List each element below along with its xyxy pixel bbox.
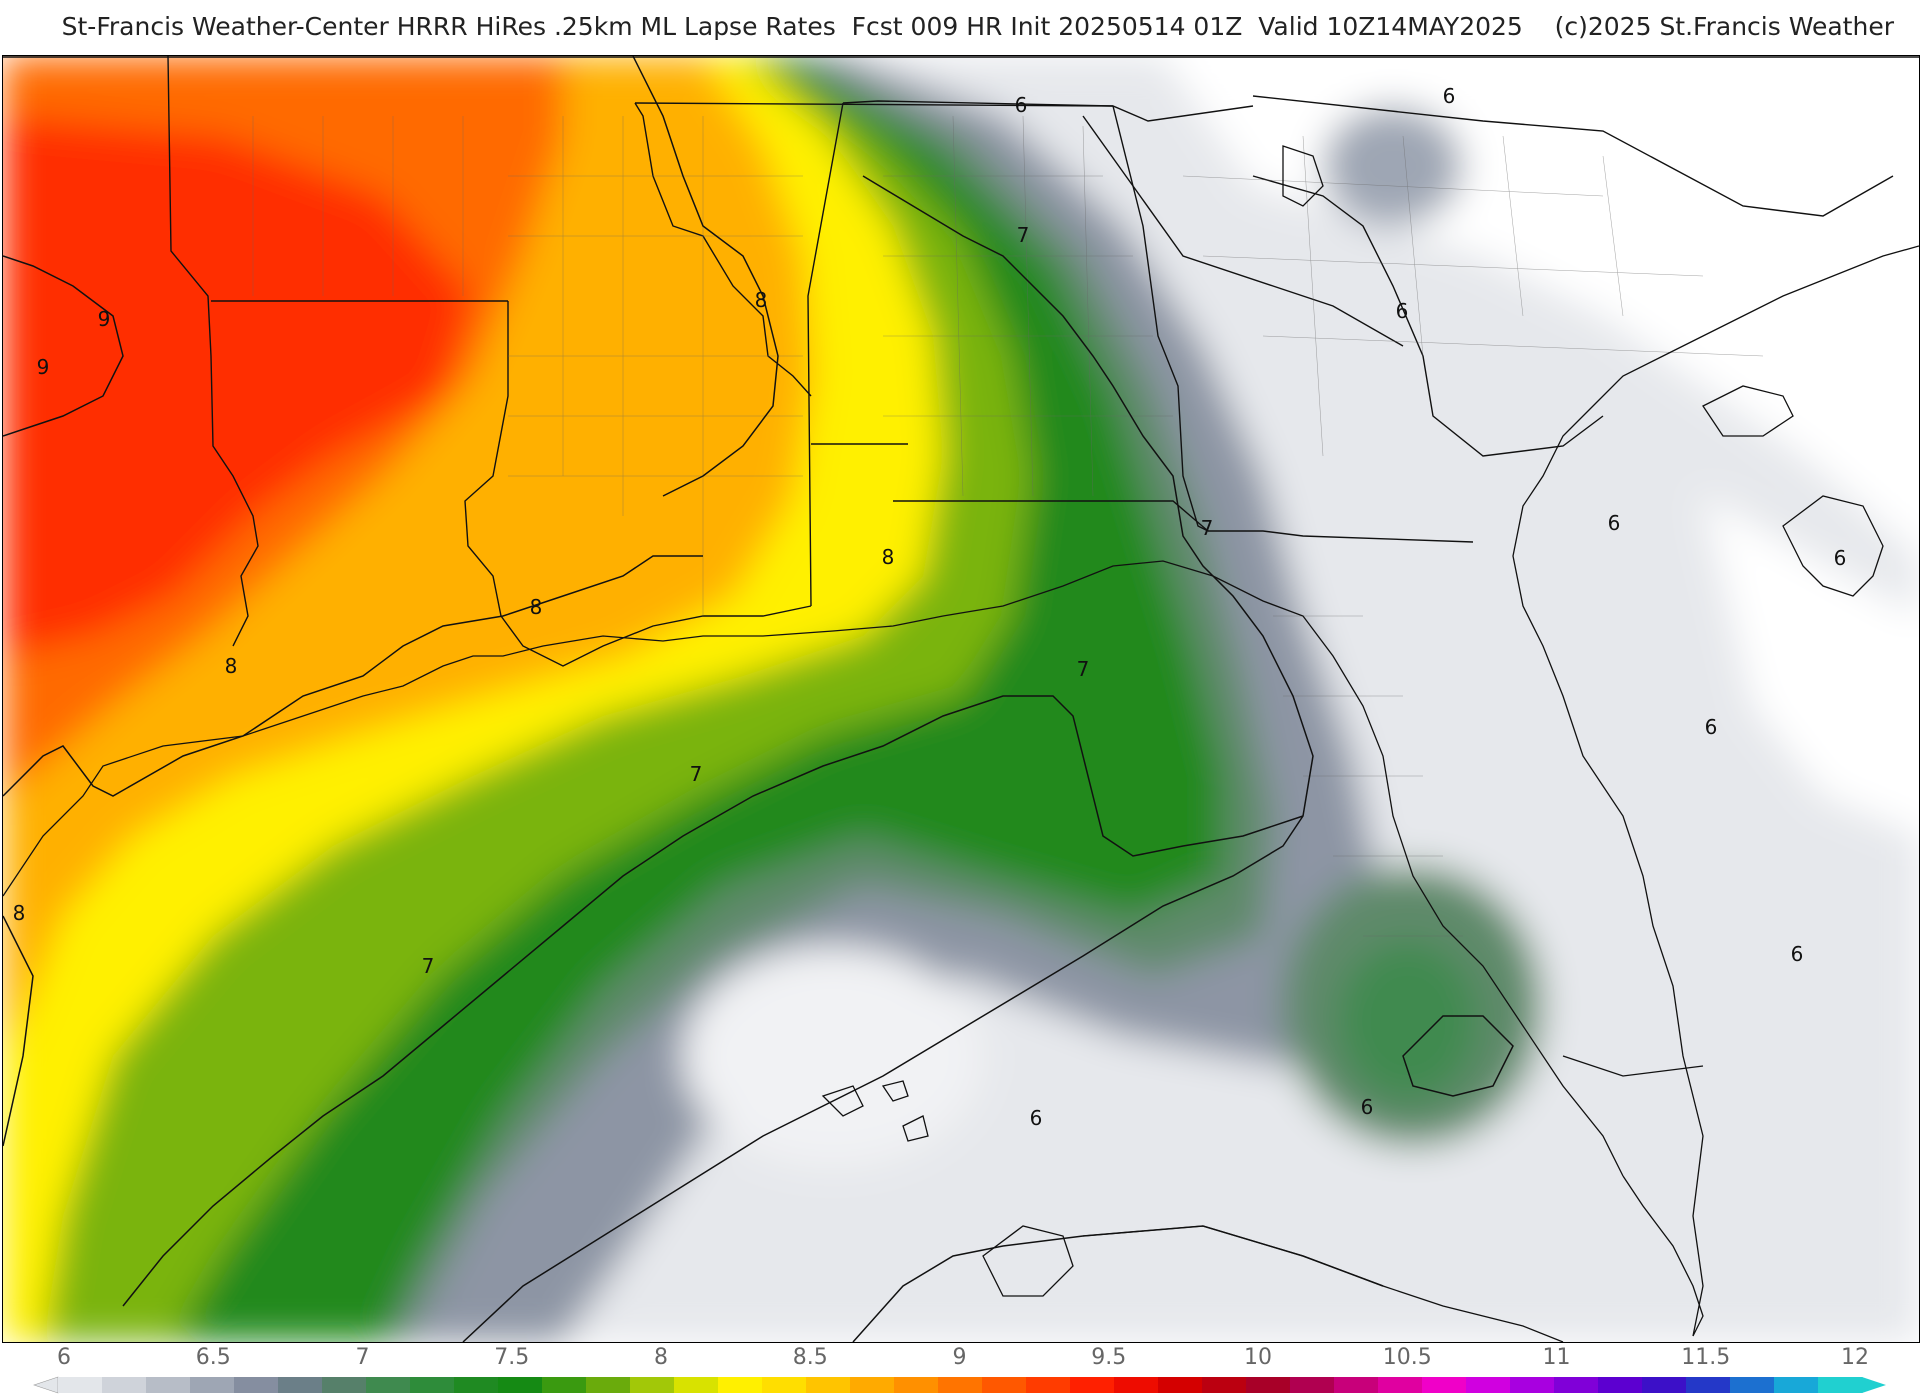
scale-cell	[762, 1377, 807, 1393]
scale-cell	[1598, 1377, 1643, 1393]
scale-cell	[1642, 1377, 1687, 1393]
scale-cell	[1510, 1377, 1555, 1393]
scale-cell	[190, 1377, 235, 1393]
scale-cell	[1158, 1377, 1203, 1393]
scale-tick-label: 7	[355, 1345, 370, 1370]
contour-label: 8	[530, 595, 543, 619]
scale-cell	[806, 1377, 851, 1393]
scale-cell	[1378, 1377, 1423, 1393]
scale-tick-label: 6.5	[195, 1345, 231, 1370]
contour-label: 8	[755, 288, 768, 312]
scale-cell	[1114, 1377, 1159, 1393]
color-scale-legend: 6 6.5 7 7.5 8 8.5 9 9.5 10 10.5 11 11.5 12	[0, 1343, 1920, 1400]
scale-cell	[1334, 1377, 1379, 1393]
scale-cell	[1202, 1377, 1247, 1393]
contour-label: 7	[1201, 516, 1214, 540]
scale-cell	[1686, 1377, 1731, 1393]
scale-cell	[1554, 1377, 1599, 1393]
scale-tick-label: 9.5	[1091, 1345, 1127, 1370]
scale-cell	[850, 1377, 895, 1393]
scale-cell	[58, 1377, 103, 1393]
scale-cell	[1466, 1377, 1511, 1393]
scale-tick-label: 10.5	[1382, 1345, 1432, 1370]
contour-label: 7	[422, 954, 435, 978]
scale-cell	[586, 1377, 631, 1393]
scale-cell	[1290, 1377, 1335, 1393]
scale-cell	[322, 1377, 367, 1393]
scale-cell	[410, 1377, 455, 1393]
scale-cell	[894, 1377, 939, 1393]
scale-cell	[366, 1377, 411, 1393]
contour-lines	[3, 56, 1514, 1342]
contour-label: 6	[1443, 84, 1456, 108]
contour-label: 6	[1705, 715, 1718, 739]
contour-label: 7	[690, 762, 703, 786]
contour-label: 8	[225, 654, 238, 678]
scale-cell	[454, 1377, 499, 1393]
scale-tick-label: 11	[1542, 1345, 1571, 1370]
contour-label: 6	[1834, 546, 1847, 570]
scale-arrow-low	[33, 1376, 59, 1394]
scale-cell	[146, 1377, 191, 1393]
scale-cell	[1070, 1377, 1115, 1393]
contour-label: 7	[1077, 657, 1090, 681]
contour-label: 6	[1030, 1106, 1043, 1130]
contour-label: 6	[1791, 942, 1804, 966]
scale-tick-label: 8.5	[792, 1345, 828, 1370]
scale-cell	[1422, 1377, 1467, 1393]
scale-tick-label: 7.5	[494, 1345, 530, 1370]
scale-tick-label: 9	[952, 1345, 967, 1370]
scale-tick-label: 8	[654, 1345, 668, 1370]
scale-cell	[718, 1377, 763, 1393]
scale-cell	[498, 1377, 543, 1393]
contour-label: 6	[1015, 93, 1028, 117]
map-title: St-Francis Weather-Center HRRR HiRes .25…	[61, 11, 1894, 41]
scale-cell	[1730, 1377, 1775, 1393]
county-lines	[252, 115, 1764, 937]
scale-arrow-high	[1862, 1377, 1886, 1393]
contour-label: 6	[1361, 1095, 1374, 1119]
color-scale-bar	[33, 1376, 1886, 1394]
contour-label: 6	[1608, 511, 1621, 535]
scale-cell	[542, 1377, 587, 1393]
lapse-rate-map: 9 9 8 8 8 8 8 7 7 7 7 7 6 6 6 6 6 6 6 6 …	[2, 55, 1920, 1343]
scale-cell	[982, 1377, 1027, 1393]
scale-cell	[1246, 1377, 1291, 1393]
scale-tick-label: 6	[57, 1345, 71, 1370]
scale-cell	[234, 1377, 279, 1393]
scale-cell	[1026, 1377, 1071, 1393]
lapse-rate-field	[3, 56, 1919, 1342]
scale-tick-label: 12	[1841, 1345, 1869, 1370]
scale-cell	[1818, 1377, 1863, 1393]
scale-tick-label: 10	[1244, 1345, 1272, 1370]
contour-label: 7	[1017, 223, 1030, 247]
contour-label: 8	[882, 545, 895, 569]
scale-cell	[630, 1377, 675, 1393]
scale-cell	[674, 1377, 719, 1393]
contour-label: 6	[1396, 299, 1409, 323]
scale-tick-label: 11.5	[1681, 1345, 1731, 1370]
contour-label: 8	[13, 901, 26, 925]
scale-cell	[102, 1377, 147, 1393]
scale-cell	[1774, 1377, 1819, 1393]
contour-label-layer: 9 9 8 8 8 8 8 7 7 7 7 7 6 6 6 6 6 6 6 6 …	[13, 84, 1847, 1130]
state-boundaries	[3, 56, 1919, 667]
contour-label: 9	[98, 307, 111, 331]
contour-label: 9	[37, 355, 50, 379]
scale-cell	[938, 1377, 983, 1393]
scale-cell	[278, 1377, 323, 1393]
